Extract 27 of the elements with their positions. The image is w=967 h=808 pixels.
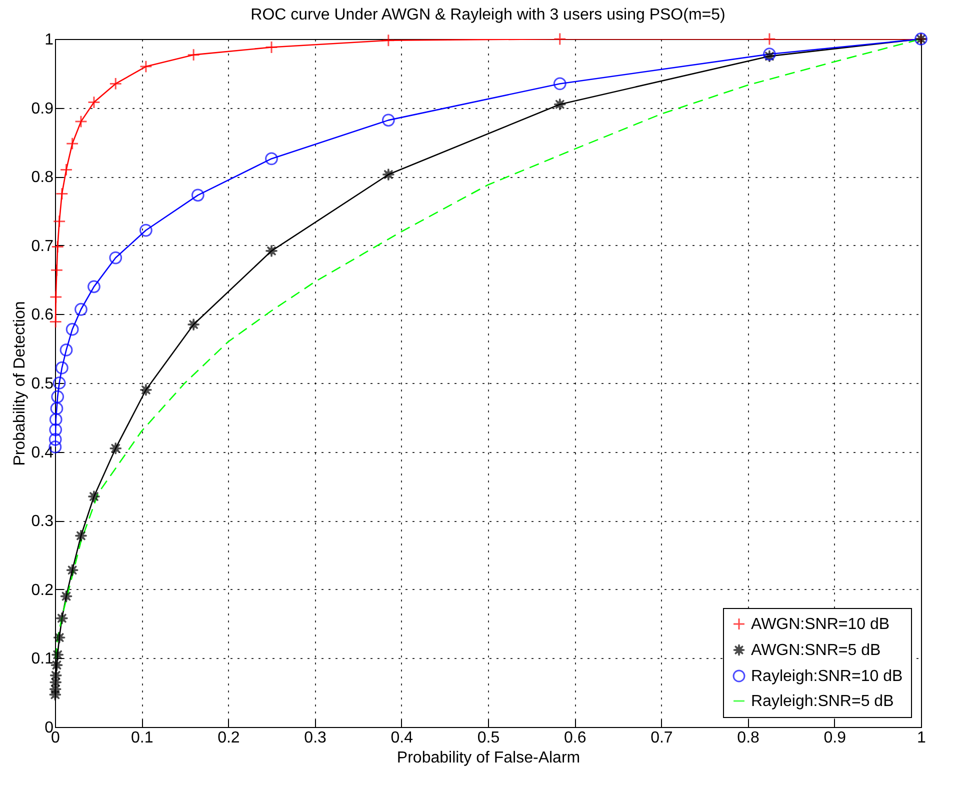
x-tick-label: 0.2: [218, 730, 240, 746]
x-tick-label: 0.8: [737, 730, 760, 746]
x-tick-label: 0.6: [564, 730, 586, 746]
y-tick-label: 0.2: [31, 582, 54, 599]
y-tick-label: 0.6: [31, 306, 54, 324]
y-tick-label: 1: [44, 32, 54, 48]
x-tick-label: 0.4: [390, 730, 414, 746]
x-tick-label: 0.3: [304, 730, 327, 746]
x-tick-label: 1: [917, 730, 926, 746]
y-tick-label: 0.8: [31, 169, 54, 186]
y-axis-title: Probability of Detection: [11, 301, 28, 466]
y-tick-label: 0.4: [31, 444, 54, 462]
legend-label: AWGN:SNR=10 dB: [751, 616, 890, 633]
y-tick-label: 0.9: [31, 100, 54, 118]
x-tick-label: 0.5: [477, 730, 500, 746]
legend-label: Rayleigh:SNR=5 dB: [751, 693, 894, 710]
y-tick-label: 0.3: [31, 513, 54, 530]
x-tick-label: 0.7: [650, 730, 673, 746]
legend-label: AWGN:SNR=5 dB: [751, 642, 881, 659]
x-tick-label: 0.1: [130, 730, 154, 746]
y-tick-label: 0.5: [31, 376, 54, 392]
legend-label: Rayleigh:SNR=10 dB: [751, 668, 903, 685]
x-tick-label: 0.9: [824, 730, 846, 746]
y-tick-label: 0.1: [31, 650, 54, 668]
chart-title: ROC curve Under AWGN & Rayleigh with 3 users using PSO(m=5): [250, 6, 726, 24]
y-tick-label: 0.7: [31, 238, 54, 255]
x-axis-title: Probability of False-Alarm: [396, 750, 580, 766]
